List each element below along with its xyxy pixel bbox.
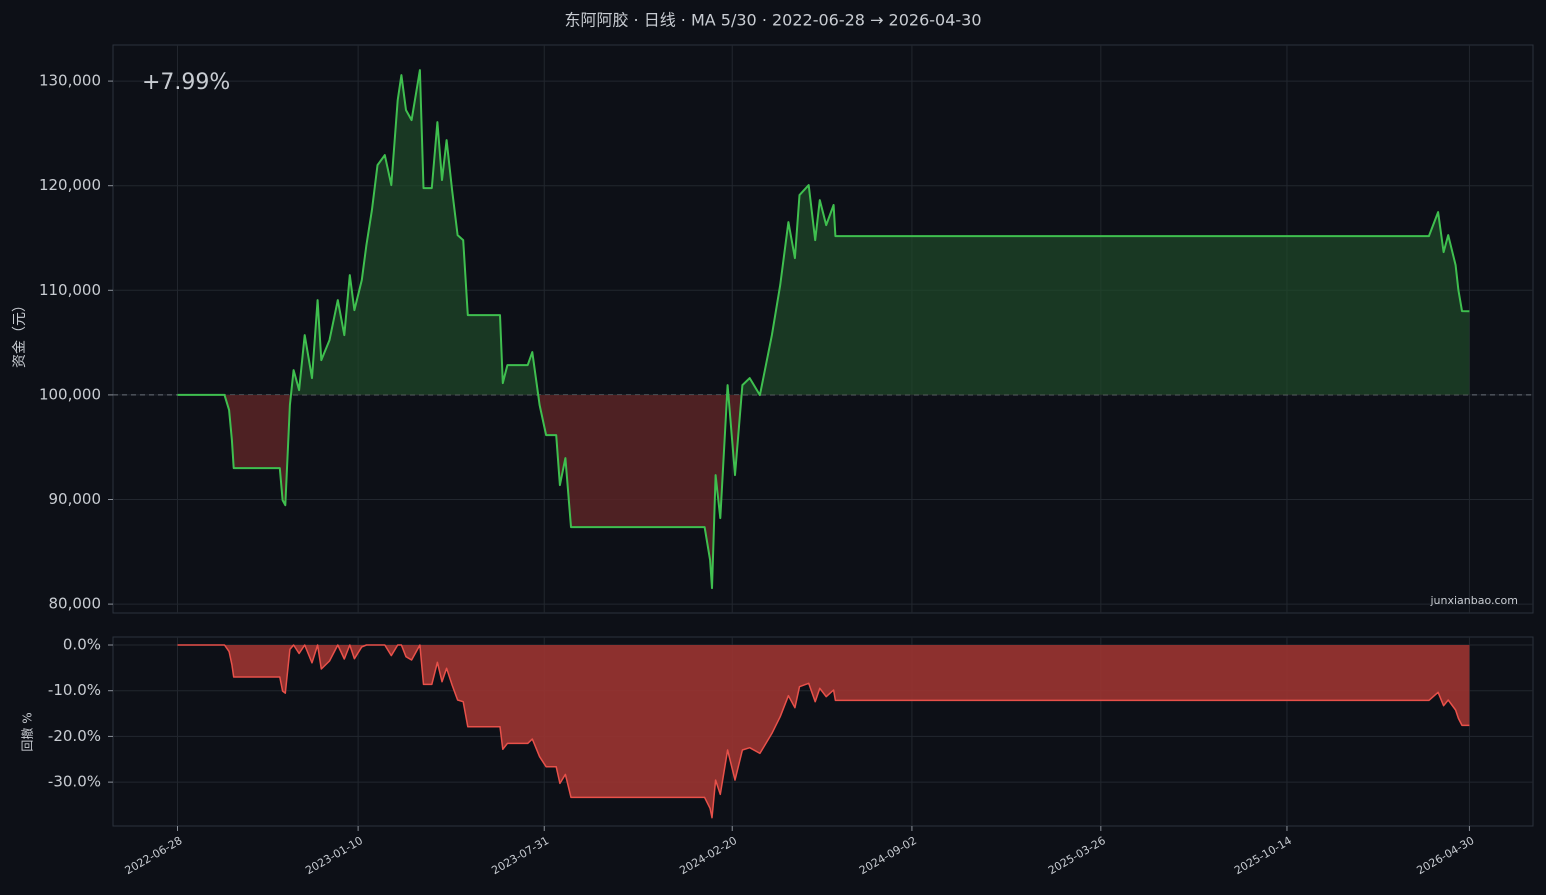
- chart-title: 东阿阿胶 · 日线 · MA 5/30 · 2022-06-28 → 2026-…: [564, 11, 981, 30]
- drawdown-area: [177, 644, 1470, 818]
- return-annotation: +7.99%: [142, 70, 230, 95]
- y-axis-label: 资金（元）: [12, 298, 28, 368]
- drawdown-line: [177, 644, 1470, 819]
- y-tick-label: 90,000: [49, 490, 102, 508]
- y-tick-label: -10.0%: [48, 681, 101, 699]
- y-tick-label: 120,000: [39, 176, 101, 194]
- watermark: junxianbao.com: [1429, 594, 1518, 607]
- y-tick-label: 110,000: [39, 281, 101, 299]
- y-tick-label: -30.0%: [48, 773, 101, 791]
- y-tick-label: 80,000: [49, 595, 102, 613]
- y-axis-label: 回撤 %: [20, 712, 35, 751]
- equity-line: [177, 69, 1470, 590]
- y-tick-label: 0.0%: [63, 635, 101, 653]
- y-tick-label: -20.0%: [48, 727, 101, 745]
- y-tick-label: 130,000: [39, 72, 101, 90]
- y-tick-label: 100,000: [39, 385, 101, 403]
- area-gain: [177, 70, 1470, 395]
